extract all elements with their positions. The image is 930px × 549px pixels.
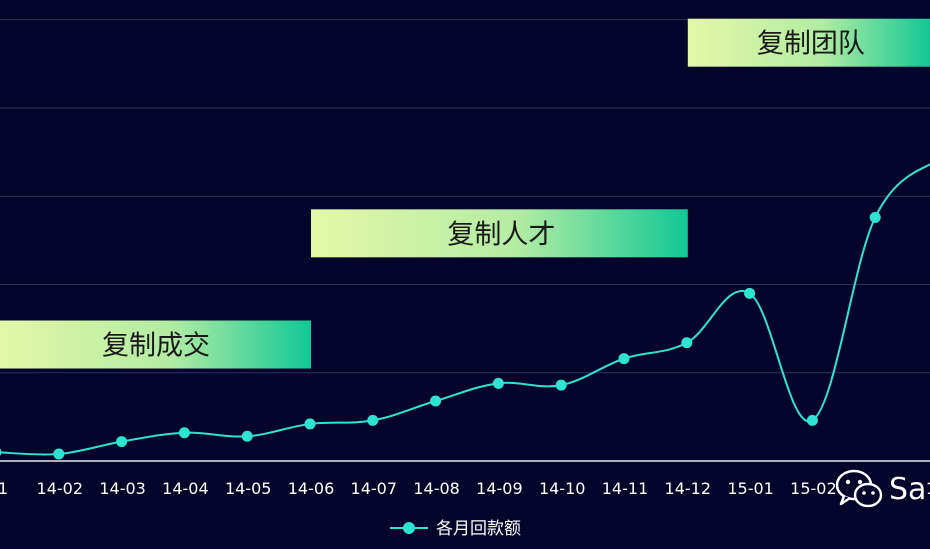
x-tick-label: 14-07: [351, 479, 398, 498]
annotation-label: 复制人才: [447, 219, 555, 250]
data-point[interactable]: [744, 287, 756, 299]
data-point[interactable]: [555, 379, 567, 391]
x-tick-label: 14-05: [225, 479, 272, 498]
x-tick-label: 14-11: [602, 479, 649, 498]
annotation-banner: 复制团队: [687, 18, 930, 67]
x-tick-label: 15-02: [790, 479, 837, 498]
data-point[interactable]: [869, 211, 881, 223]
data-point[interactable]: [618, 353, 630, 365]
annotation-banner-bg: [0, 320, 311, 369]
x-tick-label: 15-01: [727, 479, 774, 498]
annotation-label: 复制团队: [757, 29, 865, 60]
x-tick-label: 14-04: [162, 479, 209, 498]
data-point[interactable]: [681, 337, 693, 349]
watermark: Sa: [835, 468, 926, 510]
data-point[interactable]: [241, 430, 253, 442]
legend-marker: [403, 522, 415, 534]
data-point[interactable]: [178, 427, 190, 439]
x-tick-label: 14-09: [476, 479, 523, 498]
annotation-banner: 复制成交: [0, 320, 311, 369]
x-tick-label: 14-03: [99, 479, 146, 498]
annotation-label: 复制成交: [102, 331, 210, 362]
x-tick-label: 14-10: [539, 479, 586, 498]
data-point[interactable]: [304, 418, 316, 430]
series-line: [0, 163, 930, 456]
data-point[interactable]: [116, 436, 128, 448]
x-tick-label: 1: [0, 479, 8, 498]
x-tick-label: 14-12: [665, 479, 712, 498]
data-point[interactable]: [492, 377, 504, 389]
data-point[interactable]: [0, 447, 2, 458]
data-point[interactable]: [53, 448, 65, 460]
wechat-icon: [835, 469, 883, 508]
annotation-banner-bg: [311, 209, 688, 258]
legend-label[interactable]: 各月回款额: [436, 519, 521, 539]
data-point[interactable]: [806, 414, 818, 426]
watermark-text: Sa: [889, 471, 927, 507]
x-tick-label: 15-: [926, 479, 930, 498]
x-tick-label: 14-06: [288, 479, 335, 498]
annotation-banner: 复制人才: [311, 209, 688, 258]
data-point[interactable]: [367, 414, 379, 426]
data-point[interactable]: [430, 395, 442, 407]
x-tick-label: 14-08: [413, 479, 460, 498]
x-tick-label: 14-02: [37, 479, 84, 498]
annotation-banner-bg: [687, 18, 930, 67]
